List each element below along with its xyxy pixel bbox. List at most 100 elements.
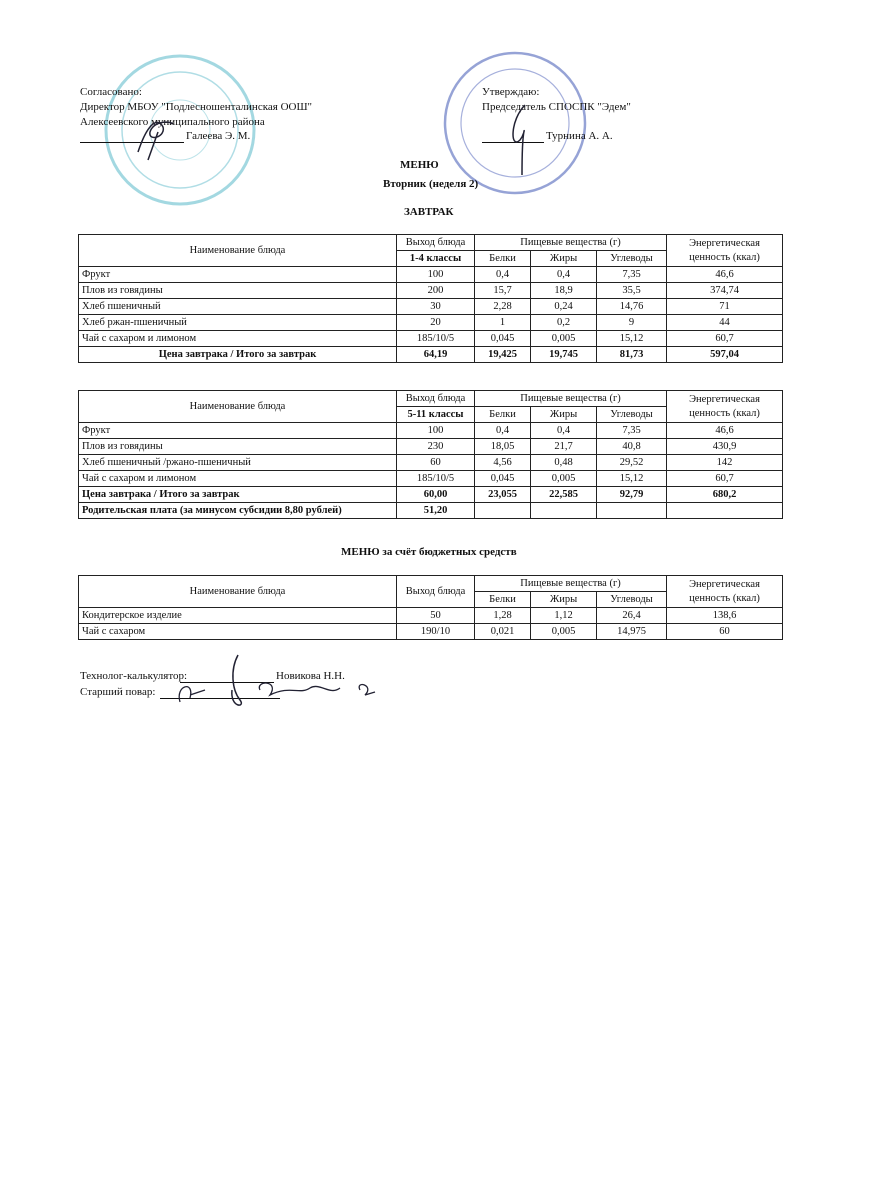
header-protein: Белки [474,406,531,423]
value-cell: 7,35 [595,266,668,283]
value-cell: 2,28 [474,298,531,315]
value-cell: 60,00 [396,486,475,503]
value-cell: 1,28 [474,607,531,624]
parent-fee-row: Родительская плата (за минусом субсидии … [78,502,784,519]
menu-day: Вторник (неделя 2) [383,178,478,190]
value-cell: 200 [396,282,475,299]
value-cell: 60,7 [666,330,784,347]
technologist-signature-line [180,682,274,683]
value-cell: 142 [666,454,784,471]
value-cell: 60 [396,454,475,471]
table-row: Чай с сахаром 190/10 0,021 0,005 14,975 60 [78,623,784,640]
table-row: Фрукт 100 0,4 0,4 7,35 46,6 [78,422,784,439]
header-energy: Энергетическая ценность (ккал) [666,390,784,423]
value-cell: 1,12 [530,607,597,624]
value-cell: 21,7 [530,438,597,455]
value-cell: 0,48 [530,454,597,471]
header-protein: Белки [474,250,531,267]
value-cell: 26,4 [595,607,668,624]
value-cell: 0,4 [530,266,597,283]
dish-name-cell: Кондитерское изделие [78,607,397,624]
value-cell: 1 [474,314,531,331]
header-group: 1-4 классы [396,250,475,267]
header-name: Наименование блюда [78,390,397,423]
value-cell: 430,9 [666,438,784,455]
header-energy: Энергетическая ценность (ккал) [666,575,784,608]
table-row: Кондитерское изделие 50 1,28 1,12 26,4 138,6 [78,607,784,624]
dish-name-cell: Плов из говядины [78,282,397,299]
header-fat: Жиры [530,250,597,267]
header-carbs: Углеводы [595,250,668,267]
header-name: Наименование блюда [78,575,397,608]
value-cell: 64,19 [396,346,475,363]
dish-name-cell: Цена завтрака / Итого за завтрак [78,486,397,503]
empty-cell [530,502,597,519]
cook-label: Старший повар: [80,686,156,698]
header-yield: Выход блюда [396,575,475,608]
approval-left-name: Галеева Э. М. [186,130,251,142]
table-row: Плов из говядины 200 15,7 18,9 35,5 374,74 [78,282,784,299]
value-cell: 7,35 [595,422,668,439]
value-cell: 51,20 [396,502,475,519]
value-cell: 374,74 [666,282,784,299]
value-cell: 597,04 [666,346,784,363]
stamp-right [443,51,587,195]
table-row: Чай с сахаром и лимоном 185/10/5 0,045 0,00… [78,470,784,487]
value-cell: 15,12 [595,330,668,347]
value-cell: 0,4 [474,422,531,439]
total-row: Цена завтрака / Итого за завтрак 60,00 23,… [78,486,784,503]
technologist-label: Технолог-калькулятор: [80,670,188,682]
value-cell: 0,021 [474,623,531,640]
meal-title: ЗАВТРАК [404,206,454,218]
approval-right-position: Председатель СПОСПК "Эдем" [482,101,631,113]
value-cell: 185/10/5 [396,330,475,347]
header-nutrients: Пищевые вещества (г) [473,390,668,407]
value-cell: 14,76 [595,298,668,315]
value-cell: 0,005 [530,470,597,487]
value-cell: 20 [396,314,475,331]
value-cell: 92,79 [595,486,668,503]
value-cell: 190/10 [396,623,475,640]
dish-name-cell: Родительская плата (за минусом субсидии … [78,502,397,519]
value-cell: 100 [396,422,475,439]
value-cell: 15,7 [474,282,531,299]
approval-left-district: Алексеевского муниципального района [80,116,265,128]
value-cell: 71 [666,298,784,315]
dish-name-cell: Чай с сахаром [78,623,397,640]
value-cell: 0,045 [474,470,531,487]
value-cell: 0,24 [530,298,597,315]
header-carbs: Углеводы [595,591,668,608]
header-protein: Белки [474,591,531,608]
total-row: Цена завтрака / Итого за завтрак 64,19 19,… [78,346,784,363]
value-cell: 0,4 [474,266,531,283]
value-cell: 18,05 [474,438,531,455]
table-row: Хлеб пшеничный /ржано-пшеничный 60 4,56 0,4… [78,454,784,471]
value-cell: 50 [396,607,475,624]
dish-name-cell: Цена завтрака / Итого за завтрак [78,346,397,363]
value-cell: 29,52 [595,454,668,471]
header-group: 5-11 классы [396,406,475,423]
dish-name-cell: Фрукт [78,266,397,283]
value-cell: 60 [666,623,784,640]
value-cell: 81,73 [595,346,668,363]
signature-right [512,104,526,176]
approval-left-label: Согласовано: [80,86,142,98]
value-cell: 138,6 [666,607,784,624]
value-cell: 35,5 [595,282,668,299]
empty-cell [474,502,531,519]
table-row: Чай с сахаром и лимоном 185/10/5 0,045 0,00… [78,330,784,347]
dish-name-cell: Фрукт [78,422,397,439]
value-cell: 46,6 [666,422,784,439]
stamp-left [104,54,256,206]
value-cell: 15,12 [595,470,668,487]
value-cell: 44 [666,314,784,331]
value-cell: 19,745 [530,346,597,363]
dish-name-cell: Хлеб пшеничный [78,298,397,315]
handwritten-signatures [178,654,376,706]
value-cell: 22,585 [530,486,597,503]
value-cell: 0,2 [530,314,597,331]
empty-cell [595,502,668,519]
value-cell: 100 [396,266,475,283]
value-cell: 30 [396,298,475,315]
header-fat: Жиры [530,406,597,423]
